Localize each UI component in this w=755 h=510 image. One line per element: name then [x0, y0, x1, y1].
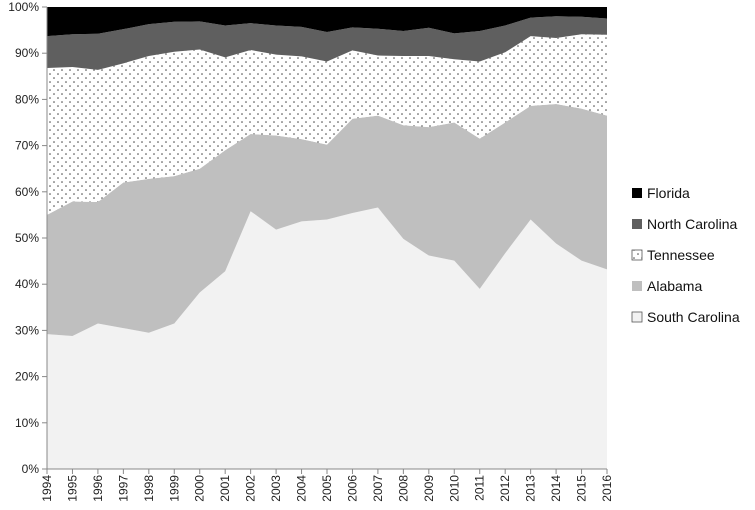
x-tick-label: 2005: [320, 475, 334, 502]
x-tick-label: 2016: [600, 475, 614, 502]
legend: Florida North Carolina Tennessee Alabama Sou…: [631, 185, 740, 325]
y-axis-ticks: 0% 10% 20% 30% 40% 50% 60% 70% 80% 90% 100%: [8, 0, 47, 476]
y-tick-label: 100%: [8, 0, 39, 14]
legend-swatch-alabama: [632, 281, 642, 291]
x-tick-label: 2014: [549, 475, 563, 502]
x-tick-label: 2003: [269, 475, 283, 502]
legend-swatch-tennessee: [631, 249, 643, 261]
x-tick-label: 2002: [244, 475, 258, 502]
x-tick-label: 2006: [345, 475, 359, 502]
y-tick-label: 20%: [15, 370, 39, 384]
x-tick-label: 1997: [116, 475, 130, 502]
x-tick-label: 2007: [371, 475, 385, 502]
x-tick-label: 1994: [40, 475, 54, 502]
x-tick-label: 2008: [396, 475, 410, 502]
y-tick-label: 40%: [15, 277, 39, 291]
x-tick-label: 2015: [575, 475, 589, 502]
legend-label-tennessee: Tennessee: [647, 247, 715, 263]
x-tick-label: 1995: [65, 475, 79, 502]
legend-swatch-florida: [632, 188, 642, 198]
legend-swatch-north-carolina: [632, 219, 642, 229]
area-florida: [47, 7, 607, 37]
y-tick-label: 90%: [15, 46, 39, 60]
legend-label-north-carolina: North Carolina: [647, 216, 737, 232]
legend-label-south-carolina: South Carolina: [647, 309, 740, 325]
y-tick-label: 80%: [15, 92, 39, 106]
area-south-carolina: [47, 207, 607, 469]
x-tick-label: 1996: [91, 475, 105, 502]
x-tick-label: 2011: [473, 475, 487, 501]
x-tick-label: 2000: [193, 475, 207, 502]
area-tennessee: [47, 34, 607, 215]
x-tick-label: 2001: [218, 475, 232, 502]
x-tick-label: 2012: [498, 475, 512, 502]
legend-swatch-south-carolina: [631, 311, 643, 323]
y-tick-label: 50%: [15, 231, 39, 245]
legend-label-alabama: Alabama: [647, 278, 702, 294]
area-series-group: [47, 7, 607, 469]
area-alabama: [47, 104, 607, 336]
y-tick-label: 30%: [15, 323, 39, 337]
y-tick-label: 10%: [15, 416, 39, 430]
y-tick-label: 70%: [15, 139, 39, 153]
x-tick-label: 1999: [167, 475, 181, 502]
area-north-carolina: [47, 16, 607, 70]
y-tick-label: 60%: [15, 185, 39, 199]
x-tick-label: 2010: [447, 475, 461, 502]
y-tick-label: 0%: [22, 462, 40, 476]
x-tick-label: 2013: [524, 475, 538, 502]
x-tick-label: 2004: [295, 475, 309, 502]
legend-label-florida: Florida: [647, 185, 690, 201]
x-tick-label: 1998: [142, 475, 156, 502]
x-axis-ticks: 1994 1995 1996 1997 1998 1999 2000 2001 2002 2003…: [40, 469, 614, 502]
x-tick-label: 2009: [422, 475, 436, 502]
